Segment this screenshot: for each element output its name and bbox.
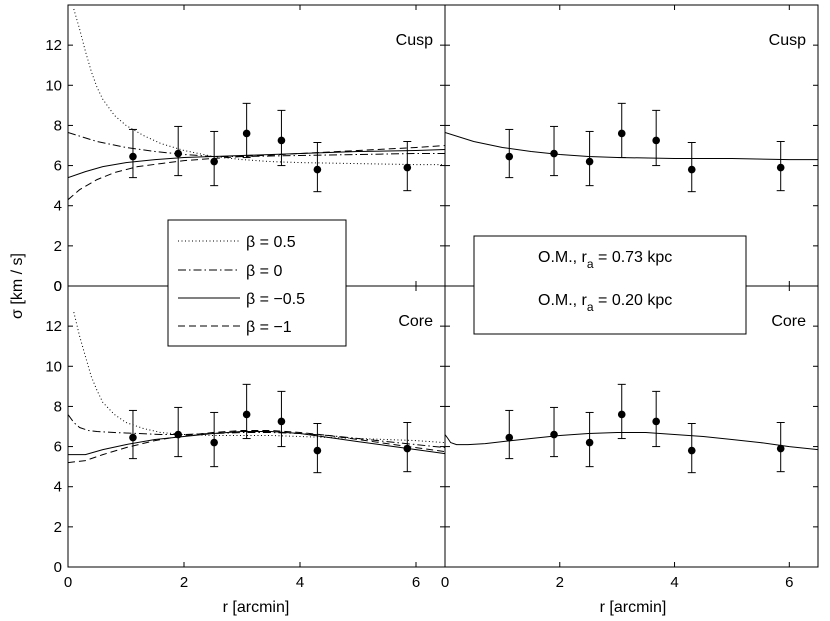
om-legend-text-1: O.M., ra = 0.73 kpc <box>538 249 672 271</box>
ytick-label-1-4: 8 <box>54 398 62 415</box>
data-point-bottom-right-2 <box>585 438 594 447</box>
ytick-label-boundary: 0 <box>54 278 62 295</box>
ytick-label-1-5: 10 <box>45 358 62 375</box>
om-legend-text-1-sub: a <box>587 257 594 271</box>
ytick-label-1-2: 4 <box>54 479 62 496</box>
data-point-bottom-left-6 <box>403 444 412 453</box>
panel-label-bottom-right: Core <box>771 313 806 330</box>
data-point-bottom-right-5 <box>687 446 696 455</box>
series-top-left-3 <box>68 145 445 201</box>
ytick-label-1-1: 2 <box>54 519 62 536</box>
data-point-top-left-2 <box>210 157 218 166</box>
series-bottom-left-0 <box>73 311 445 444</box>
legend-text-beta-neg1: β = −1 <box>246 319 292 336</box>
beta-legend: β = 0.5 β = 0 β = −0.5 β = −1 <box>167 219 347 347</box>
om-legend: O.M., ra = 0.73 kpc O.M., ra = 0.20 kpc <box>473 235 747 335</box>
xtick-label-0-3: 6 <box>412 574 420 591</box>
ytick-label-1-3: 6 <box>54 439 62 456</box>
xtick-label-0-0: 0 <box>64 574 72 591</box>
data-point-top-right-5 <box>687 165 696 174</box>
series-bottom-left-2 <box>68 431 445 456</box>
legend-text-beta-0.5: β = 0.5 <box>246 234 296 251</box>
x-axis-label-right: r [arcmin] <box>600 599 667 616</box>
data-point-top-left-0 <box>129 152 137 161</box>
data-point-bottom-right-1 <box>550 430 558 439</box>
data-point-bottom-left-3 <box>242 410 251 419</box>
x-axis-label-left: r [arcmin] <box>223 599 290 616</box>
ytick-label-0-2: 4 <box>54 198 62 215</box>
ytick-label-0-1: 2 <box>54 238 62 255</box>
data-point-bottom-right-6 <box>776 444 785 453</box>
data-point-bottom-left-4 <box>277 417 286 426</box>
panel-label-top-right: Cusp <box>769 32 806 49</box>
data-point-top-right-6 <box>776 163 785 172</box>
om-legend-text-1-suffix: = 0.73 kpc <box>594 249 673 266</box>
om-legend-text-2-suffix: = 0.20 kpc <box>594 292 673 309</box>
data-point-top-left-6 <box>403 163 412 172</box>
xtick-label-1-0: 0 <box>441 574 449 591</box>
data-point-bottom-left-0 <box>129 433 137 442</box>
data-point-top-right-2 <box>585 157 594 166</box>
om-legend-text-2: O.M., ra = 0.20 kpc <box>538 292 672 314</box>
om-legend-box <box>473 235 747 335</box>
data-point-top-left-5 <box>313 165 322 174</box>
data-point-bottom-left-2 <box>210 438 218 447</box>
ytick-label-0-5: 10 <box>45 77 62 94</box>
om-legend-text-2-sub: a <box>587 300 594 314</box>
data-point-top-right-3 <box>617 129 626 138</box>
data-point-bottom-right-3 <box>617 410 626 419</box>
data-point-top-right-0 <box>505 152 514 161</box>
series-bottom-left-1 <box>68 414 445 449</box>
ytick-label-1-0: 0 <box>54 559 62 576</box>
ytick-label-0-3: 6 <box>54 158 62 175</box>
legend-text-beta-neg0.5: β = −0.5 <box>246 291 305 308</box>
series-bottom-left-3 <box>68 430 445 464</box>
panel-label-bottom-left: Core <box>398 313 433 330</box>
xtick-label-1-2: 4 <box>670 574 678 591</box>
panel-top-right: Cusp <box>444 4 819 287</box>
panel-label-top-left: Cusp <box>396 32 433 49</box>
xtick-label-0-1: 2 <box>180 574 188 591</box>
series-top-right-0 <box>445 132 818 161</box>
data-point-top-right-1 <box>550 149 558 158</box>
data-point-bottom-right-4 <box>652 417 660 426</box>
data-point-top-left-4 <box>277 136 286 145</box>
data-point-bottom-right-0 <box>505 433 514 442</box>
data-point-top-left-3 <box>242 129 251 138</box>
data-point-bottom-left-1 <box>174 430 182 439</box>
ytick-label-0-6: 12 <box>45 37 62 54</box>
y-axis-label: σ [km / s] <box>9 253 26 319</box>
xtick-label-0-2: 4 <box>296 574 304 591</box>
data-point-bottom-left-5 <box>313 446 322 455</box>
om-legend-text-2-main: O.M., r <box>538 292 588 309</box>
beta-legend-box <box>167 219 347 347</box>
data-point-top-left-1 <box>174 149 182 158</box>
data-point-top-right-4 <box>652 136 660 145</box>
legend-text-beta-0: β = 0 <box>246 263 282 280</box>
series-top-left-2 <box>68 149 445 179</box>
ytick-label-0-4: 8 <box>54 117 62 134</box>
series-bottom-right-0 <box>445 432 818 451</box>
xtick-label-1-1: 2 <box>556 574 564 591</box>
panel-bottom-right: Core <box>444 285 819 568</box>
xtick-label-1-3: 6 <box>785 574 793 591</box>
ytick-label-0-0: 0 <box>54 278 62 295</box>
ytick-label-1-6: 12 <box>45 318 62 335</box>
panels: Cusp Cusp Core Core <box>67 4 819 568</box>
om-legend-text-1-main: O.M., r <box>538 249 588 266</box>
